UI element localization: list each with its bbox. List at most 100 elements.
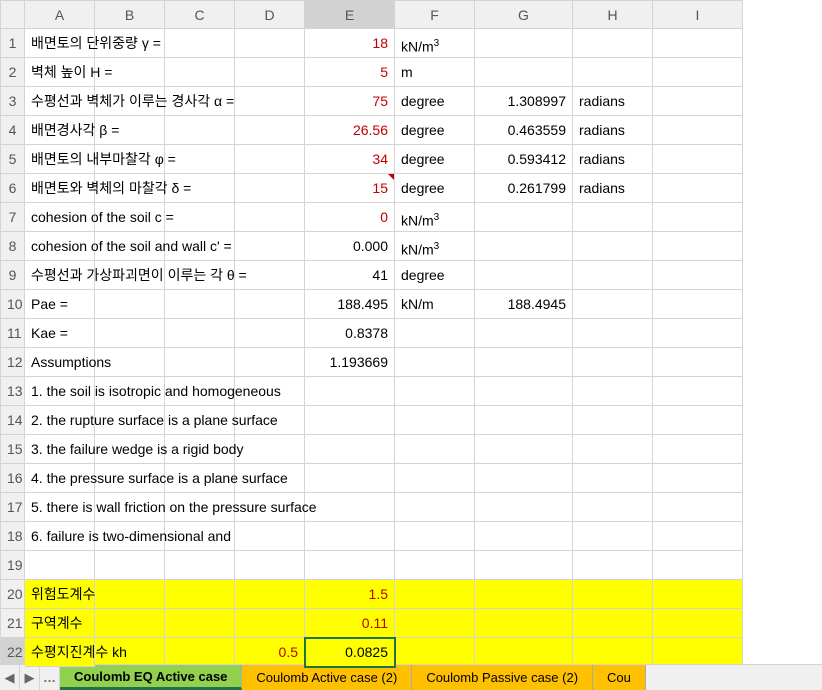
sheet-tab-1[interactable]: Coulomb Active case (2)	[242, 665, 412, 690]
cell-E19[interactable]	[305, 551, 395, 580]
cell-H14[interactable]	[573, 406, 653, 435]
cell-C12[interactable]	[165, 348, 235, 377]
col-header-H[interactable]: H	[573, 0, 653, 29]
cell-F13[interactable]	[395, 377, 475, 406]
cell-D7[interactable]	[235, 203, 305, 232]
cell-A13[interactable]: 1. the soil is isotropic and homogeneous	[25, 377, 95, 406]
cell-A21[interactable]: 구역계수	[25, 609, 95, 638]
cell-G22[interactable]	[475, 638, 573, 667]
cell-I11[interactable]	[653, 319, 743, 348]
cell-F14[interactable]	[395, 406, 475, 435]
cell-I7[interactable]	[653, 203, 743, 232]
cell-G8[interactable]	[475, 232, 573, 261]
cell-I12[interactable]	[653, 348, 743, 377]
select-all-corner[interactable]	[0, 0, 25, 29]
cell-E14[interactable]	[305, 406, 395, 435]
cell-I6[interactable]	[653, 174, 743, 203]
cell-H19[interactable]	[573, 551, 653, 580]
col-header-A[interactable]: A	[25, 0, 95, 29]
cell-D6[interactable]	[235, 174, 305, 203]
col-header-G[interactable]: G	[475, 0, 573, 29]
cell-D8[interactable]	[235, 232, 305, 261]
cell-I17[interactable]	[653, 493, 743, 522]
cell-F10[interactable]: kN/m	[395, 290, 475, 319]
cell-G1[interactable]	[475, 29, 573, 58]
cell-G14[interactable]	[475, 406, 573, 435]
cell-I5[interactable]	[653, 145, 743, 174]
cell-E21[interactable]: 0.11	[305, 609, 395, 638]
row-header-4[interactable]: 4	[0, 116, 25, 145]
cell-H9[interactable]	[573, 261, 653, 290]
cell-H5[interactable]: radians	[573, 145, 653, 174]
cell-E18[interactable]	[305, 522, 395, 551]
cell-F9[interactable]: degree	[395, 261, 475, 290]
row-header-22[interactable]: 22	[0, 638, 25, 667]
row-header-13[interactable]: 13	[0, 377, 25, 406]
row-header-7[interactable]: 7	[0, 203, 25, 232]
cell-C20[interactable]	[165, 580, 235, 609]
cell-F18[interactable]	[395, 522, 475, 551]
cell-H6[interactable]: radians	[573, 174, 653, 203]
cell-E9[interactable]: 41	[305, 261, 395, 290]
cell-A7[interactable]: cohesion of the soil c =	[25, 203, 95, 232]
cell-D4[interactable]	[235, 116, 305, 145]
cell-G5[interactable]: 0.593412	[475, 145, 573, 174]
cell-H17[interactable]	[573, 493, 653, 522]
cell-H22[interactable]	[573, 638, 653, 667]
cell-H21[interactable]	[573, 609, 653, 638]
cell-H20[interactable]	[573, 580, 653, 609]
cell-G18[interactable]	[475, 522, 573, 551]
cell-B19[interactable]	[95, 551, 165, 580]
sheet-tab-2[interactable]: Coulomb Passive case (2)	[412, 665, 593, 690]
row-header-20[interactable]: 20	[0, 580, 25, 609]
cell-H4[interactable]: radians	[573, 116, 653, 145]
sheet-tab-3[interactable]: Cou	[593, 665, 646, 690]
tab-nav-more[interactable]: …	[40, 665, 60, 690]
cell-H12[interactable]	[573, 348, 653, 377]
cell-A4[interactable]: 배면경사각 β =	[25, 116, 95, 145]
cell-F21[interactable]	[395, 609, 475, 638]
cell-B10[interactable]	[95, 290, 165, 319]
cell-D2[interactable]	[235, 58, 305, 87]
cell-D20[interactable]	[235, 580, 305, 609]
col-header-D[interactable]: D	[235, 0, 305, 29]
cell-G2[interactable]	[475, 58, 573, 87]
cell-G12[interactable]	[475, 348, 573, 377]
row-header-19[interactable]: 19	[0, 551, 25, 580]
cell-I4[interactable]	[653, 116, 743, 145]
cell-I15[interactable]	[653, 435, 743, 464]
cell-C10[interactable]	[165, 290, 235, 319]
cell-C21[interactable]	[165, 609, 235, 638]
cell-D1[interactable]	[235, 29, 305, 58]
cell-F7[interactable]: kN/m3	[395, 203, 475, 232]
cell-I1[interactable]	[653, 29, 743, 58]
cell-C22[interactable]	[165, 638, 235, 667]
cell-D22[interactable]: 0.5	[235, 638, 305, 667]
cell-F5[interactable]: degree	[395, 145, 475, 174]
cell-C4[interactable]	[165, 116, 235, 145]
cell-E22[interactable]: 0.0825	[305, 638, 395, 667]
cell-C19[interactable]	[165, 551, 235, 580]
cell-F1[interactable]: kN/m3	[395, 29, 475, 58]
cell-A15[interactable]: 3. the failure wedge is a rigid body	[25, 435, 95, 464]
row-header-1[interactable]: 1	[0, 29, 25, 58]
cell-F17[interactable]	[395, 493, 475, 522]
cell-I13[interactable]	[653, 377, 743, 406]
row-header-14[interactable]: 14	[0, 406, 25, 435]
cell-C11[interactable]	[165, 319, 235, 348]
row-header-17[interactable]: 17	[0, 493, 25, 522]
row-header-6[interactable]: 6	[0, 174, 25, 203]
cell-G7[interactable]	[475, 203, 573, 232]
cell-H3[interactable]: radians	[573, 87, 653, 116]
cell-I18[interactable]	[653, 522, 743, 551]
tab-nav-left[interactable]: ◀	[0, 665, 20, 690]
row-header-5[interactable]: 5	[0, 145, 25, 174]
cell-I21[interactable]	[653, 609, 743, 638]
cell-F19[interactable]	[395, 551, 475, 580]
cell-A17[interactable]: 5. there is wall friction on the pressur…	[25, 493, 95, 522]
tab-nav-right[interactable]: ▶	[20, 665, 40, 690]
cell-G6[interactable]: 0.261799	[475, 174, 573, 203]
cell-E8[interactable]: 0.000	[305, 232, 395, 261]
cell-F4[interactable]: degree	[395, 116, 475, 145]
cell-F15[interactable]	[395, 435, 475, 464]
